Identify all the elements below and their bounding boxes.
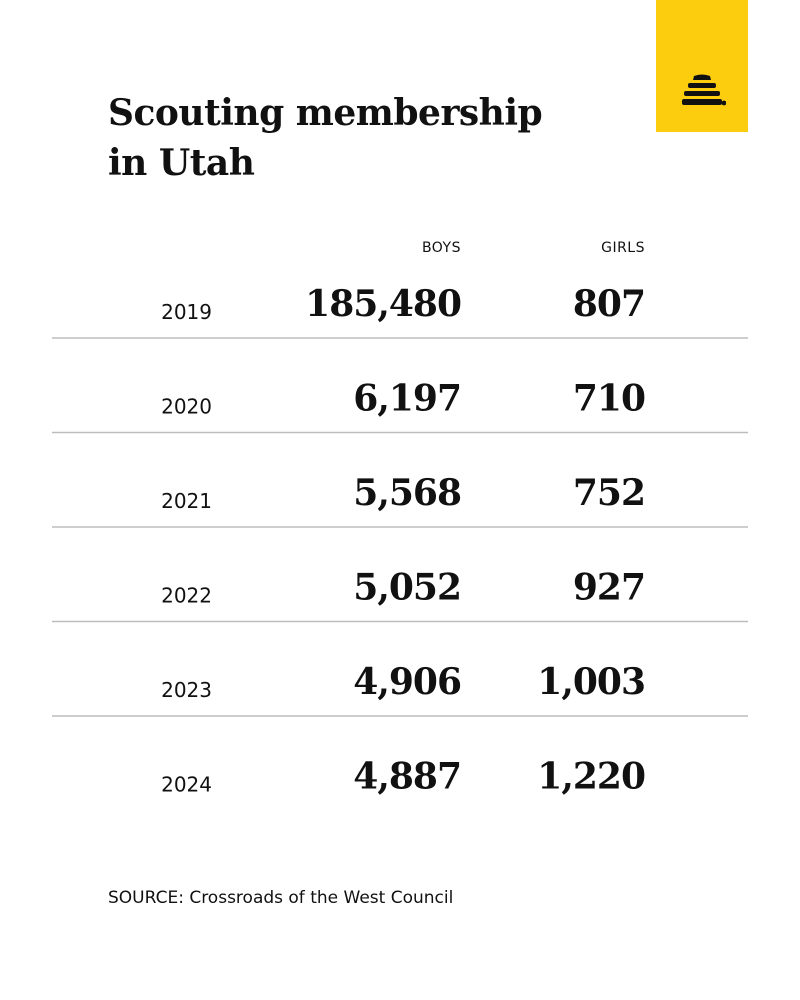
girls-value: 807 — [573, 283, 645, 325]
year-label: 2019 — [161, 300, 212, 324]
column-header-girls: GIRLS — [601, 240, 645, 256]
source-note: SOURCE: Crossroads of the West Council — [108, 888, 454, 908]
boys-value: 5,568 — [353, 472, 461, 514]
boys-value: 6,197 — [353, 378, 461, 420]
girls-value: 1,003 — [537, 661, 645, 703]
title-line-1: Scouting membership — [108, 92, 543, 134]
girls-value: 927 — [573, 567, 645, 609]
girls-value: 710 — [573, 378, 645, 420]
column-header-boys: BOYS — [421, 240, 461, 256]
year-label: 2023 — [161, 678, 212, 702]
year-label: 2020 — [161, 395, 212, 419]
boys-value: 4,887 — [353, 756, 461, 798]
boys-value: 5,052 — [353, 567, 461, 609]
logo-badge — [656, 0, 748, 132]
boys-value: 4,906 — [353, 661, 461, 703]
boys-value: 185,480 — [305, 283, 461, 325]
girls-value: 1,220 — [537, 756, 645, 798]
beehive-icon — [682, 74, 726, 106]
year-label: 2021 — [161, 489, 212, 513]
page-title: Scouting membership in Utah — [108, 88, 588, 188]
year-label: 2024 — [161, 773, 212, 797]
girls-value: 752 — [573, 472, 645, 514]
title-line-2: in Utah — [108, 142, 255, 184]
year-label: 2022 — [161, 584, 212, 608]
